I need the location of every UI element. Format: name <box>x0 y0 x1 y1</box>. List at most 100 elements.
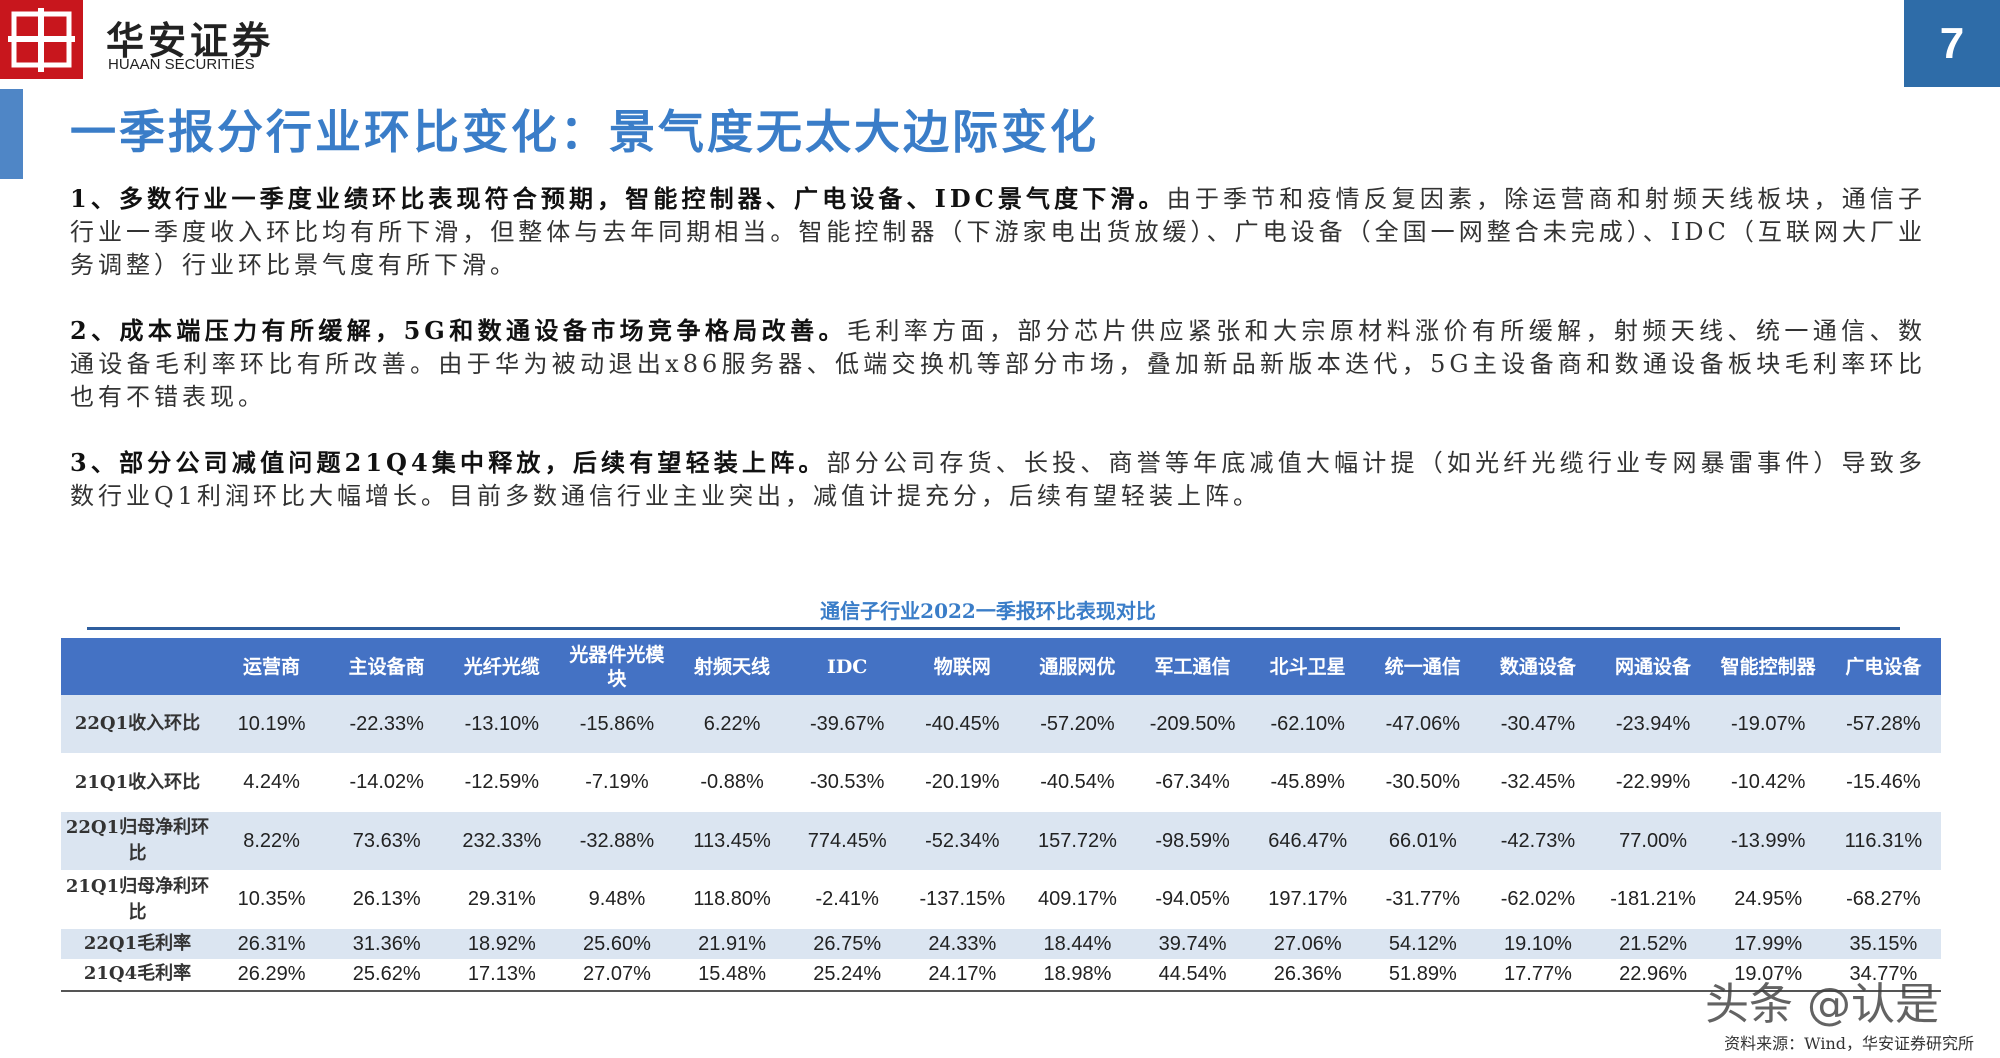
cell: 409.17% <box>1037 888 1117 910</box>
cell: 8.22% <box>214 812 330 870</box>
cell: 39.74% <box>1135 929 1251 959</box>
cell: 19.10% <box>1480 929 1596 959</box>
column-header: 主设备商 <box>329 638 445 695</box>
cell: 44.54% <box>1158 962 1227 985</box>
cell: 24.95% <box>1734 888 1803 910</box>
cell: -209.50% <box>1135 695 1251 753</box>
cell: 27.06% <box>1250 929 1366 959</box>
column-header: 物联网 <box>904 638 1020 695</box>
cell: -68.27% <box>1846 888 1921 910</box>
data-table: 运营商 主设备商 光纤光缆 光器件光模块 射频天线 IDC 物联网 通服网优 军工通信 北斗卫星统… <box>61 638 1941 989</box>
logo-icon <box>8 8 75 72</box>
corner <box>61 638 214 695</box>
cell: -15.86% <box>559 695 675 753</box>
cell: 26.29% <box>237 962 306 985</box>
cell: -15.46% <box>1846 771 1921 793</box>
cell: 197.17% <box>1268 888 1348 910</box>
row-label: 21Q4毛利率 <box>83 963 192 984</box>
cell: 10.35% <box>237 888 306 910</box>
row-label: 22Q1收入环比 <box>61 695 214 753</box>
cell: 774.45% <box>789 812 905 870</box>
cell: 157.72% <box>1019 812 1135 870</box>
row-label: 22Q1归母净利环比 <box>61 812 214 870</box>
cell: 113.45% <box>674 812 790 870</box>
table-rule <box>61 990 1941 992</box>
row-label: 21Q1收入环比 <box>74 771 201 793</box>
column-header: 射频天线 <box>674 638 790 695</box>
table-row: 21Q4毛利率 26.29% 25.62% 17.13% 27.07% 15.48% 25.… <box>61 959 1941 989</box>
column-header: 网通设备 <box>1595 638 1711 695</box>
cell: 118.80% <box>693 888 771 910</box>
cell: 26.75% <box>789 929 905 959</box>
cell: -30.50% <box>1385 771 1461 793</box>
cell: -62.10% <box>1250 695 1366 753</box>
table-row: 21Q1收入环比 4.24% -14.02% -12.59% -7.19% -0.88% -… <box>61 753 1941 812</box>
cell: -94.05% <box>1155 888 1230 910</box>
cell: 6.22% <box>674 695 790 753</box>
cell: 25.24% <box>813 962 882 985</box>
cell: 18.92% <box>444 929 560 959</box>
column-header: 运营商 <box>214 638 330 695</box>
cell: 77.00% <box>1595 812 1711 870</box>
cell: -30.53% <box>809 771 885 793</box>
paragraph: 1、多数行业一季度业绩环比表现符合预期，智能控制器、广电设备、IDC景气度下滑。… <box>70 182 1926 282</box>
column-header: 北斗卫星 <box>1250 638 1366 695</box>
paragraph: 3、部分公司减值问题21Q4集中释放，后续有望轻装上阵。部分公司存货、长投、商誉… <box>70 446 1926 513</box>
table-row: 21Q1归母净利环比 10.35% 26.13% 29.31% 9.48% 118.80%… <box>61 870 1941 929</box>
cell: -13.10% <box>444 695 560 753</box>
column-header: 数通设备 <box>1480 638 1596 695</box>
cell: 34.77% <box>1849 962 1918 985</box>
cell: -52.34% <box>904 812 1020 870</box>
cell: -12.59% <box>464 771 540 793</box>
cell: 25.60% <box>559 929 675 959</box>
cell: -137.15% <box>919 888 1006 910</box>
cell: 17.77% <box>1504 962 1572 985</box>
paragraph-text: 由于季节和疫情反复因素，除运营商和射频天线板块，通信子行业一季度收入环比均有所下… <box>70 185 1926 279</box>
cell: -22.99% <box>1615 771 1691 793</box>
title: 一季报分行业环比变化：景气度无太大边际变化 <box>70 105 1099 159</box>
cell: 17.99% <box>1710 929 1826 959</box>
cell: 9.48% <box>588 888 646 910</box>
cell: 15.48% <box>698 962 766 985</box>
table-row: 22Q1归母净利环比 8.22% 73.63% 232.33% -32.88% 113.4… <box>61 812 1941 870</box>
watermark: 头条 @认是 <box>1705 979 1939 1030</box>
cell: 646.47% <box>1250 812 1366 870</box>
cell: -0.88% <box>700 771 764 793</box>
cell: 19.07% <box>1734 962 1803 985</box>
cell: 35.15% <box>1825 929 1941 959</box>
column-header: 通服网优 <box>1019 638 1135 695</box>
paragraph-lead: 2、成本端压力有所缓解，5G和数通设备市场竞争格局改善。 <box>70 316 847 345</box>
table-row: 22Q1收入环比 10.19% -22.33% -13.10% -15.86% 6.22%… <box>61 695 1941 753</box>
cell: 21.91% <box>674 929 790 959</box>
source: 资料来源：Wind，华安证券研究所 <box>1724 1034 1974 1053</box>
column-header: IDC <box>789 638 905 695</box>
logo <box>0 0 83 79</box>
cell: -57.28% <box>1825 695 1941 753</box>
cell: 10.19% <box>214 695 330 753</box>
cell: -30.47% <box>1480 695 1596 753</box>
cell: -62.02% <box>1500 888 1576 910</box>
cell: -2.41% <box>815 888 879 910</box>
table-row: 22Q1毛利率 26.31% 31.36% 18.92% 25.60% 21.91% 26.… <box>61 929 1941 959</box>
brand-en: HUAAN SECURITIES <box>108 56 255 73</box>
cell: -181.21% <box>1610 888 1696 910</box>
cell: -67.34% <box>1155 771 1230 793</box>
column-header: 统一通信 <box>1365 638 1481 695</box>
cell: -14.02% <box>349 771 424 793</box>
cell: 24.33% <box>904 929 1020 959</box>
cell: 22.96% <box>1619 962 1687 985</box>
table-title: 通信子行业2022一季报环比表现对比 <box>820 599 1156 623</box>
paragraph-lead: 3、部分公司减值问题21Q4集中释放，后续有望轻装上阵。 <box>70 448 827 477</box>
cell: -42.73% <box>1480 812 1596 870</box>
cell: 18.44% <box>1019 929 1135 959</box>
cell: 29.31% <box>467 888 536 910</box>
cell: 51.89% <box>1388 962 1457 985</box>
cell: -98.59% <box>1135 812 1251 870</box>
cell: -10.42% <box>1730 771 1806 793</box>
column-header: 光纤光缆 <box>444 638 560 695</box>
title-rule <box>87 627 1900 630</box>
cell: 21.52% <box>1595 929 1711 959</box>
paragraph-lead: 1、多数行业一季度业绩环比表现符合预期，智能控制器、广电设备、IDC景气度下滑。 <box>70 184 1167 213</box>
cell: -31.77% <box>1385 888 1461 910</box>
cell: 18.98% <box>1043 962 1112 985</box>
